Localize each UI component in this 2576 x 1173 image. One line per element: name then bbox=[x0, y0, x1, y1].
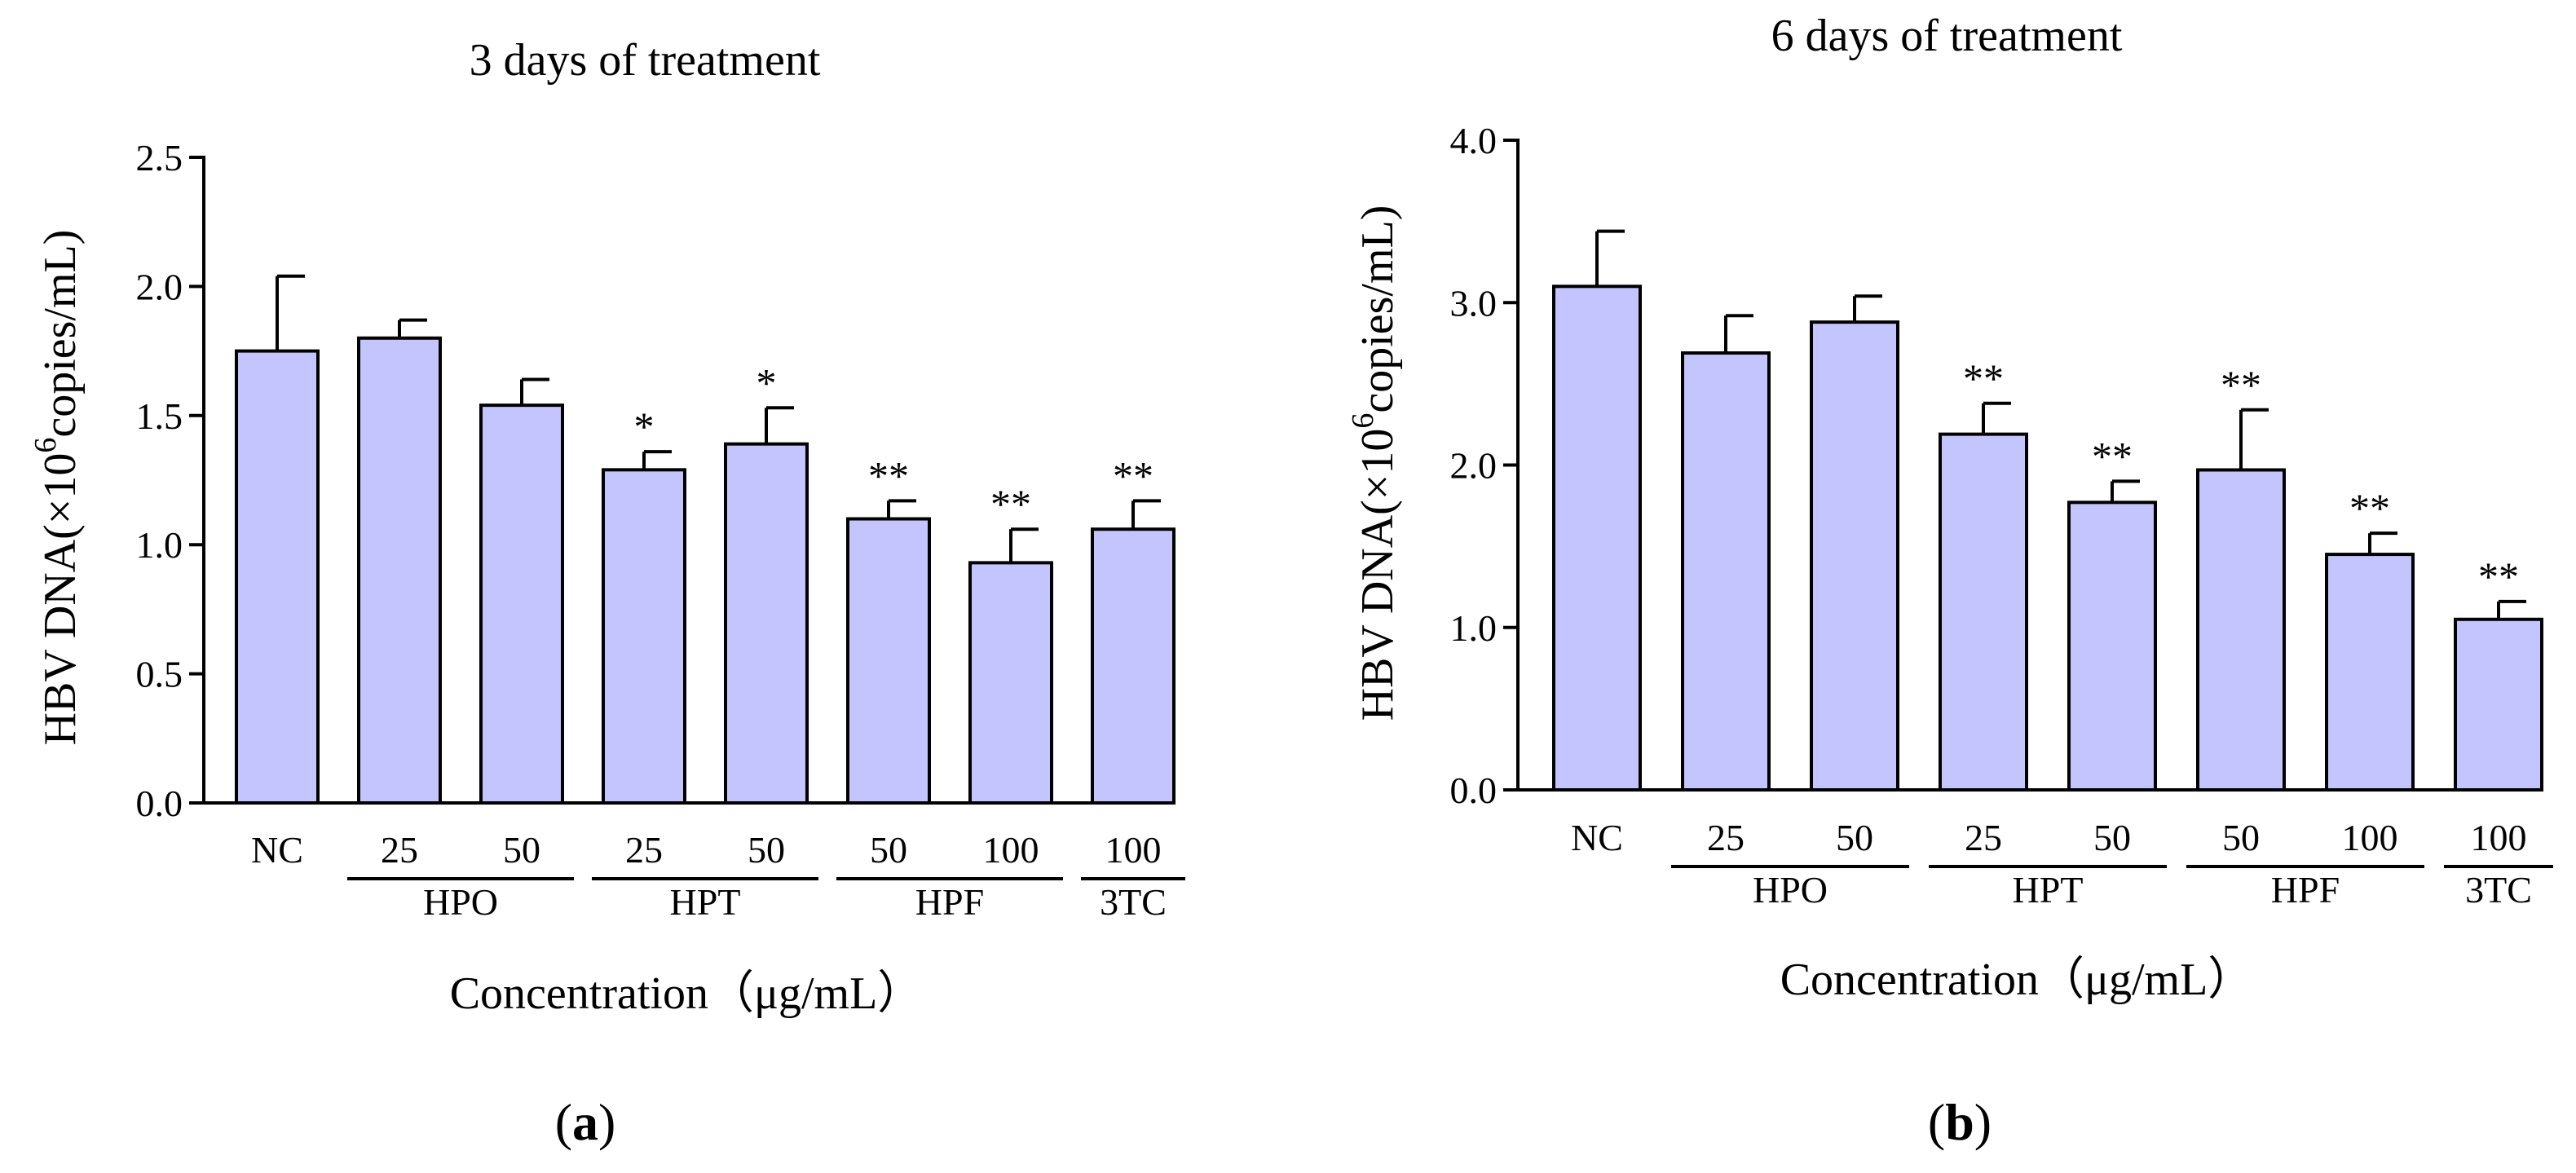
significance-marker: ** bbox=[2092, 433, 2133, 478]
y-tick-label: 2.0 bbox=[136, 266, 183, 307]
bar bbox=[2325, 553, 2415, 792]
chart-a-y-label: HBV DNA(×106copies/mL) bbox=[29, 230, 86, 746]
x-tick-label: 50 bbox=[503, 829, 540, 871]
x-tick-label: 25 bbox=[381, 829, 418, 871]
x-tick-label: 100 bbox=[983, 829, 1039, 871]
bar bbox=[846, 517, 931, 805]
significance-marker: ** bbox=[2221, 362, 2261, 408]
chart-a-title: 3 days of treatment bbox=[470, 35, 821, 86]
chart-b-bars bbox=[1552, 284, 2543, 792]
x-tick-label: 50 bbox=[1836, 817, 1873, 858]
x-tick-label: 50 bbox=[748, 829, 785, 871]
y-tick-label: 0.0 bbox=[1450, 770, 1498, 811]
y-tick-label: 1.0 bbox=[1450, 607, 1498, 649]
bar bbox=[1552, 284, 1642, 792]
bar bbox=[1939, 432, 2028, 792]
bar bbox=[479, 403, 564, 805]
bar bbox=[235, 349, 320, 805]
bar bbox=[1681, 351, 1771, 792]
group-label: HPF bbox=[2271, 869, 2340, 911]
x-tick-label: 50 bbox=[870, 829, 907, 871]
chart-b-x-ticks: NC 25 50 25 50 50 100 100 bbox=[1571, 817, 2526, 858]
x-tick-label: 100 bbox=[2471, 817, 2527, 858]
bar bbox=[1091, 527, 1176, 805]
significance-marker: ** bbox=[1963, 355, 2004, 401]
significance-marker: ** bbox=[2349, 485, 2390, 531]
x-tick-label: 25 bbox=[1707, 817, 1745, 858]
bar bbox=[602, 468, 686, 805]
chart-b-groups: HPO HPT HPF 3TC bbox=[1671, 865, 2553, 911]
significance-marker: ** bbox=[868, 452, 909, 498]
bar bbox=[357, 336, 442, 805]
y-tick-label: 0.0 bbox=[136, 783, 183, 824]
group-label: HPT bbox=[670, 881, 741, 923]
y-tick-label: 1.0 bbox=[136, 524, 183, 566]
significance-marker: * bbox=[756, 359, 777, 405]
chart-a-panel-label: (a) bbox=[555, 1093, 616, 1151]
y-tick-label: 0.5 bbox=[136, 654, 183, 695]
y-tick-label: 4.0 bbox=[1450, 120, 1498, 161]
x-tick-label: 100 bbox=[1105, 829, 1162, 871]
x-tick-label: NC bbox=[1571, 817, 1623, 858]
chart-a: 3 days of treatment 0.0 0.5 1.0 1.5 2.0 2.5 *… bbox=[29, 35, 1185, 1151]
y-tick-label: 1.5 bbox=[136, 395, 183, 437]
chart-a-significance: ******** bbox=[634, 359, 1154, 527]
group-label: HPF bbox=[915, 881, 984, 923]
chart-b-x-label: Concentration（μg/mL） bbox=[1780, 955, 2254, 1005]
significance-marker: ** bbox=[990, 481, 1031, 527]
chart-a-x-label: Concentration（μg/mL） bbox=[450, 968, 924, 1019]
chart-a-y-ticks: 0.0 0.5 1.0 1.5 2.0 2.5 bbox=[136, 137, 204, 824]
bar bbox=[2196, 468, 2286, 792]
x-tick-label: 25 bbox=[1965, 817, 2002, 858]
group-label: 3TC bbox=[2465, 869, 2532, 911]
bar bbox=[724, 442, 809, 805]
chart-a-groups: HPO HPT HPF 3TC bbox=[347, 877, 1185, 923]
x-tick-label: 100 bbox=[2342, 817, 2398, 858]
x-tick-label: 25 bbox=[625, 829, 663, 871]
chart-b-y-label: HBV DNA(×106copies/mL) bbox=[1346, 205, 1403, 721]
chart-a-x-ticks: NC 25 50 25 50 50 100 100 bbox=[251, 829, 1161, 871]
group-label: 3TC bbox=[1100, 881, 1167, 923]
chart-b-error-bars bbox=[1595, 229, 2526, 620]
group-label: HPO bbox=[1753, 869, 1828, 911]
bar bbox=[1810, 320, 1899, 792]
chart-b-y-ticks: 0.0 1.0 2.0 3.0 4.0 bbox=[1450, 120, 1518, 811]
group-label: HPO bbox=[423, 881, 498, 923]
chart-b-significance: ** ** ** ** ** bbox=[1963, 355, 2519, 599]
chart-b: 6 days of treatment 0.01.02.03.04.0 ****… bbox=[1346, 11, 2553, 1151]
bar bbox=[968, 561, 1053, 805]
group-label: HPT bbox=[2013, 869, 2084, 911]
x-tick-label: 50 bbox=[2093, 817, 2131, 858]
significance-marker: * bbox=[634, 403, 655, 449]
y-tick-label: 2.0 bbox=[1450, 445, 1498, 487]
x-tick-label: 50 bbox=[2222, 817, 2260, 858]
chart-a-error-bars bbox=[276, 274, 1161, 563]
significance-marker: ** bbox=[2478, 553, 2519, 599]
chart-b-title: 6 days of treatment bbox=[1771, 11, 2123, 61]
y-tick-label: 2.5 bbox=[136, 137, 183, 179]
x-tick-label: NC bbox=[251, 829, 303, 871]
chart-b-panel-label: (b) bbox=[1928, 1093, 1992, 1151]
y-tick-label: 3.0 bbox=[1450, 282, 1498, 324]
significance-marker: ** bbox=[1113, 452, 1153, 498]
chart-a-bars bbox=[235, 336, 1176, 805]
bar bbox=[2067, 501, 2157, 792]
bar bbox=[2454, 617, 2543, 792]
